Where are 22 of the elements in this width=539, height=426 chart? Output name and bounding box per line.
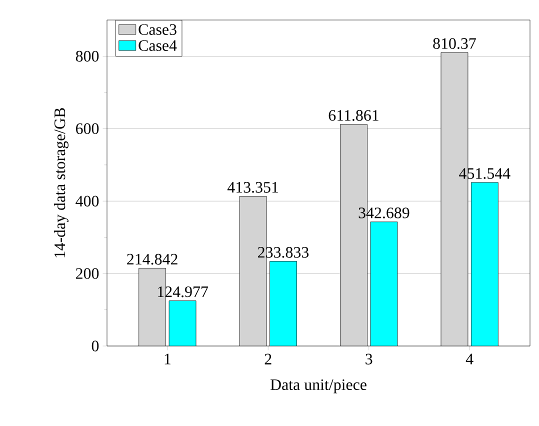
x-axis-title: Data unit/piece <box>270 379 366 394</box>
legend-label: Case3 <box>138 24 176 35</box>
bar <box>270 261 297 346</box>
data-label: 413.351 <box>227 182 278 193</box>
y-tick-label: 0 <box>92 340 99 352</box>
y-tick-label: 800 <box>76 50 99 62</box>
x-tick-label: 4 <box>466 354 474 364</box>
y-tick-label: 600 <box>76 123 99 134</box>
x-tick-label: 3 <box>366 354 372 364</box>
data-label: 233.833 <box>258 246 309 258</box>
y-tick-label: 200 <box>76 268 99 279</box>
data-label: 214.842 <box>127 254 178 265</box>
y-tick-label: 400 <box>76 196 99 206</box>
x-tick-label: 1 <box>164 354 170 364</box>
x-tick-label: 2 <box>264 354 272 364</box>
bar <box>370 222 398 346</box>
data-label: 810.37 <box>433 38 476 49</box>
bar <box>168 300 196 346</box>
data-label: 611.861 <box>328 110 378 121</box>
legend-label: Case4 <box>138 40 177 51</box>
y-axis-title: 14-day data storage/GB <box>54 108 68 258</box>
bar <box>471 182 498 346</box>
